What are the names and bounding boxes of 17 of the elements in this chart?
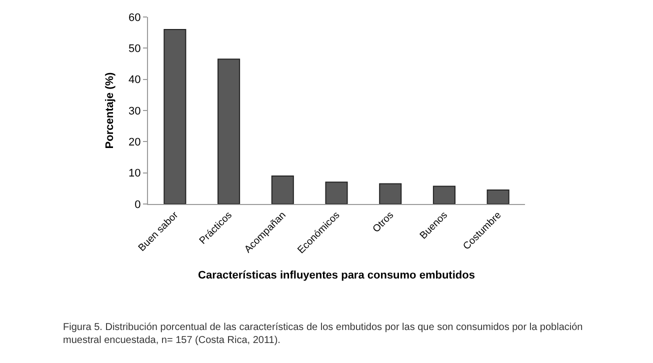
y-tick-label: 40 bbox=[128, 74, 141, 86]
bar bbox=[325, 182, 348, 204]
text: Figura 5. Distribución porcentual de las características de los embutidos por las que son consumidos por la población muestral encuestada, n= 157 (Costa Rica, 2011). bbox=[63, 322, 583, 346]
bar bbox=[432, 186, 456, 204]
y-tick-label: 60 bbox=[128, 12, 141, 24]
bar bbox=[164, 28, 186, 204]
y-axis-title: Porcentaje (%) bbox=[104, 72, 116, 149]
x-axis-title: Características influyentes para consumo embutidos bbox=[198, 269, 475, 282]
bar bbox=[218, 58, 240, 204]
bar bbox=[271, 175, 294, 204]
bar bbox=[379, 183, 402, 204]
y-tick-label: 10 bbox=[128, 168, 141, 180]
y-tick-label: 30 bbox=[128, 105, 141, 118]
y-tick-label: 0 bbox=[134, 198, 141, 211]
y-tick-label: 50 bbox=[128, 43, 141, 56]
bar bbox=[486, 189, 510, 204]
y-tick-label: 20 bbox=[128, 136, 141, 149]
